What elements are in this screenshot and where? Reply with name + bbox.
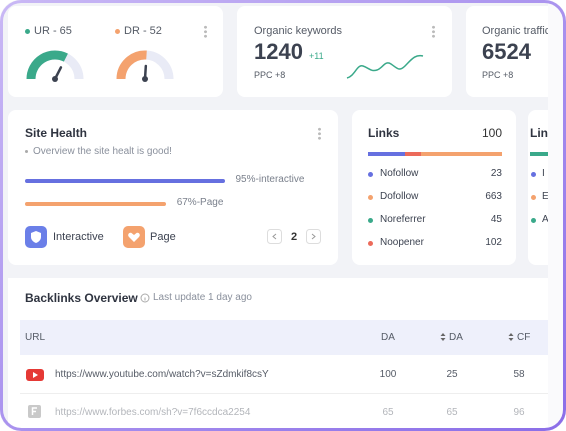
dr-gauge bbox=[116, 50, 174, 82]
ur-gauge bbox=[26, 50, 84, 82]
legend-interactive: Interactive bbox=[53, 231, 104, 243]
row-cell: 65 bbox=[446, 407, 458, 418]
sparkline bbox=[346, 54, 424, 79]
row-url: https://www.forbes.com/sh?v=7f6ccdca2254 bbox=[55, 407, 251, 418]
row-cell: 25 bbox=[446, 369, 458, 380]
links-title: Links bbox=[368, 126, 400, 140]
table-header bbox=[20, 320, 548, 355]
traffic-ppc: PPC +8 bbox=[482, 70, 514, 80]
menu[interactable] bbox=[432, 25, 435, 38]
link-name: Nofollow bbox=[380, 168, 419, 179]
keywords-value: 1240 bbox=[254, 39, 303, 64]
row-cell: 96 bbox=[513, 407, 525, 418]
row-divider bbox=[20, 393, 548, 394]
link-dot bbox=[368, 172, 373, 177]
col-da: DA bbox=[381, 332, 395, 343]
next-button[interactable] bbox=[306, 229, 321, 244]
dashboard: UR - 65 DR - 52 Organic keywords 1240 +1… bbox=[8, 6, 548, 431]
row-url: https://www.youtube.com/watch?v=sZdmkif8… bbox=[55, 369, 269, 380]
site-health-subtitle: Overview the site healt is good! bbox=[33, 146, 172, 157]
row-cell: 100 bbox=[379, 369, 397, 380]
link-dot bbox=[368, 241, 373, 246]
link-dot bbox=[368, 218, 373, 223]
link-name: A bbox=[542, 214, 548, 225]
links-title-2: Links bbox=[530, 126, 548, 140]
link-count: 45 bbox=[490, 214, 502, 225]
menu[interactable] bbox=[318, 127, 321, 140]
interactive-icon bbox=[25, 226, 47, 248]
gauge-hub bbox=[52, 76, 58, 82]
forbes-icon bbox=[28, 405, 41, 418]
prev-button[interactable] bbox=[267, 229, 282, 244]
gauge-hub bbox=[142, 76, 148, 82]
current-page: 2 bbox=[291, 231, 298, 243]
link-name: E bbox=[542, 191, 548, 202]
traffic-value: 6524 bbox=[482, 39, 531, 64]
backlinks-updated: Last update 1 day ago bbox=[153, 292, 252, 303]
progress-label: 67%-Page bbox=[176, 197, 224, 208]
sort-icon[interactable] bbox=[440, 332, 446, 342]
site-health-title: Site Health bbox=[25, 126, 88, 140]
dr-label: DR - 52 bbox=[124, 25, 162, 37]
keywords-title: Organic keywords bbox=[254, 25, 343, 37]
link-name: Dofollow bbox=[380, 191, 419, 202]
progress-bar bbox=[25, 179, 225, 183]
bullet bbox=[25, 150, 28, 153]
menu[interactable] bbox=[204, 25, 207, 38]
col-url: URL bbox=[25, 332, 46, 343]
links-bar bbox=[368, 152, 502, 156]
link-count: 23 bbox=[490, 168, 502, 179]
link-dot bbox=[531, 218, 536, 223]
link-count: 663 bbox=[485, 191, 502, 202]
col-da-sort: DA bbox=[449, 332, 463, 343]
link-name: I bbox=[542, 168, 545, 179]
col-cf: CF bbox=[517, 332, 531, 343]
dr-dot bbox=[115, 29, 120, 34]
legend-page: Page bbox=[150, 231, 176, 243]
traffic-title: Organic traffic bbox=[482, 25, 548, 37]
sort-icon[interactable] bbox=[508, 332, 514, 342]
links-bar-2 bbox=[530, 152, 548, 156]
info-icon bbox=[140, 293, 150, 303]
row-cell: 65 bbox=[382, 407, 394, 418]
progress-bar bbox=[25, 202, 166, 206]
link-name: Noreferrer bbox=[380, 214, 426, 225]
progress-label: 95%-interactive bbox=[235, 174, 305, 185]
link-count: 102 bbox=[485, 237, 502, 248]
link-dot bbox=[531, 195, 536, 200]
keywords-ppc: PPC +8 bbox=[254, 70, 286, 80]
keywords-change: +11 bbox=[309, 51, 324, 61]
youtube-icon bbox=[26, 369, 44, 381]
page-icon bbox=[123, 226, 145, 248]
row-cell: 58 bbox=[513, 369, 525, 380]
ur-dot bbox=[25, 29, 30, 34]
link-dot bbox=[531, 172, 536, 177]
ur-label: UR - 65 bbox=[34, 25, 72, 37]
links-total: 100 bbox=[481, 126, 502, 140]
link-dot bbox=[368, 195, 373, 200]
link-name: Noopener bbox=[380, 237, 424, 248]
gauge-value bbox=[116, 50, 147, 80]
backlinks-title: Backlinks Overview bbox=[25, 291, 138, 305]
